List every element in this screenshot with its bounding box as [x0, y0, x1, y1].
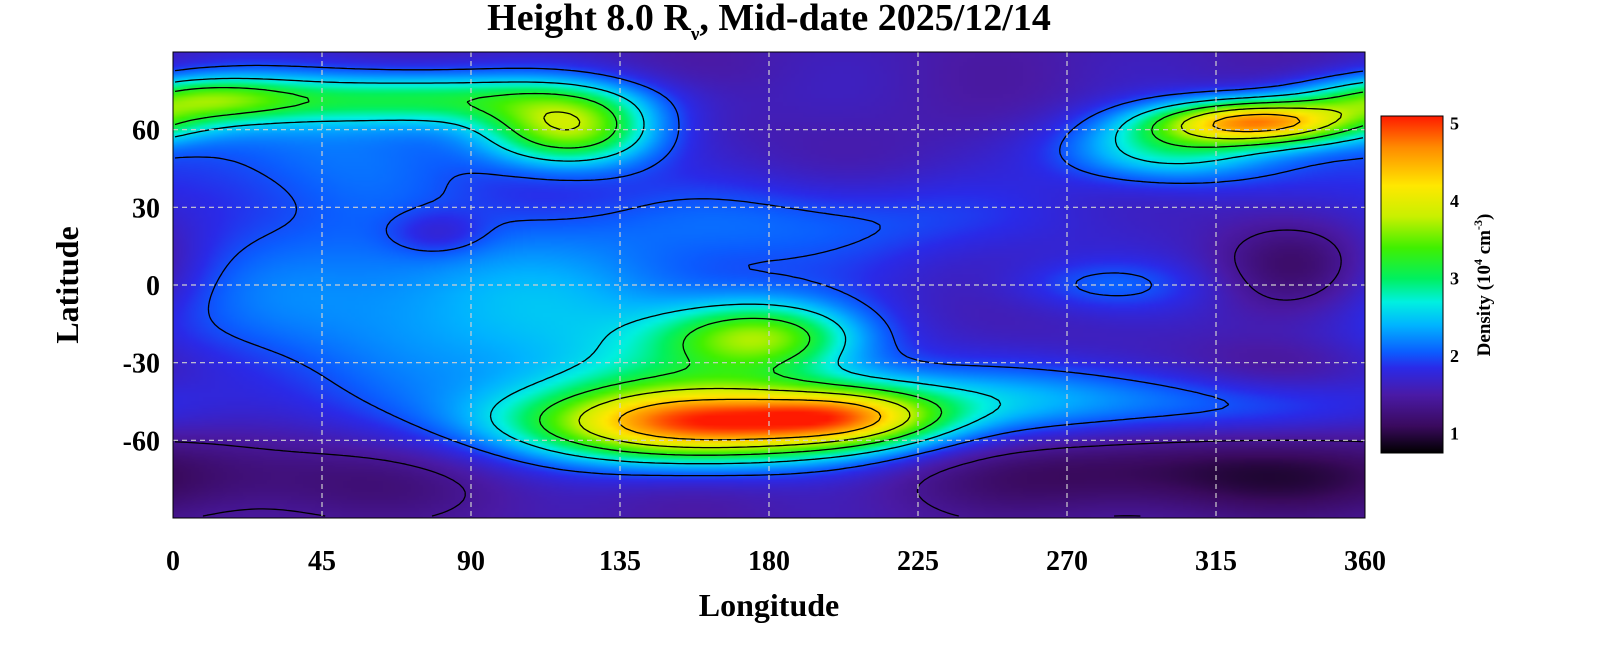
- colorbar-tick-label: 2: [1450, 346, 1459, 366]
- x-tick-label: 0: [166, 546, 180, 577]
- density-contours: [174, 64, 1364, 517]
- colorbar-tick-label: 3: [1450, 269, 1459, 289]
- contour-line: [174, 86, 1364, 456]
- y-tick-label: 30: [132, 193, 160, 224]
- x-tick-label: 315: [1195, 546, 1237, 577]
- y-tick-label: -60: [123, 426, 160, 457]
- x-tick-label: 180: [748, 546, 790, 577]
- y-tick-label: -30: [123, 349, 160, 380]
- colorbar-tick-labels: 1 2 3 4 5: [1450, 114, 1459, 444]
- colorbar-label: Density (104 cm-3): [1471, 214, 1495, 357]
- contour-line: [174, 64, 1364, 477]
- colorbar: [1380, 115, 1444, 454]
- y-tick-label: 60: [132, 116, 160, 147]
- contour-line: [174, 229, 1364, 517]
- x-tick-label: 90: [457, 546, 485, 577]
- x-tick-label: 135: [599, 546, 641, 577]
- grid-lines: [173, 52, 1365, 518]
- x-tick-label: 360: [1344, 546, 1386, 577]
- contour-line: [174, 77, 1364, 465]
- x-tick-label: 225: [897, 546, 939, 577]
- plot-frame: [172, 51, 1366, 519]
- contour-line: [618, 113, 1301, 441]
- x-tick-label: 45: [308, 546, 336, 577]
- chart-title: Height 8.0 Rν, Mid-date 2025/12/14: [487, 0, 1051, 45]
- contour-line: [543, 107, 1343, 449]
- colorbar-tick-label: 4: [1450, 191, 1459, 211]
- y-tick-label: 0: [146, 271, 160, 302]
- x-tick-label: 270: [1046, 546, 1088, 577]
- x-tick-labels: 0 45 90 135 180 225 270 315 360: [166, 546, 1386, 577]
- y-axis-label: Latitude: [49, 226, 85, 343]
- colorbar-tick-label: 5: [1450, 114, 1459, 134]
- colorbar-tick-label: 1: [1450, 424, 1459, 444]
- x-axis-label: Longitude: [699, 587, 839, 623]
- y-tick-labels: 60 30 0 -30 -60: [123, 116, 160, 458]
